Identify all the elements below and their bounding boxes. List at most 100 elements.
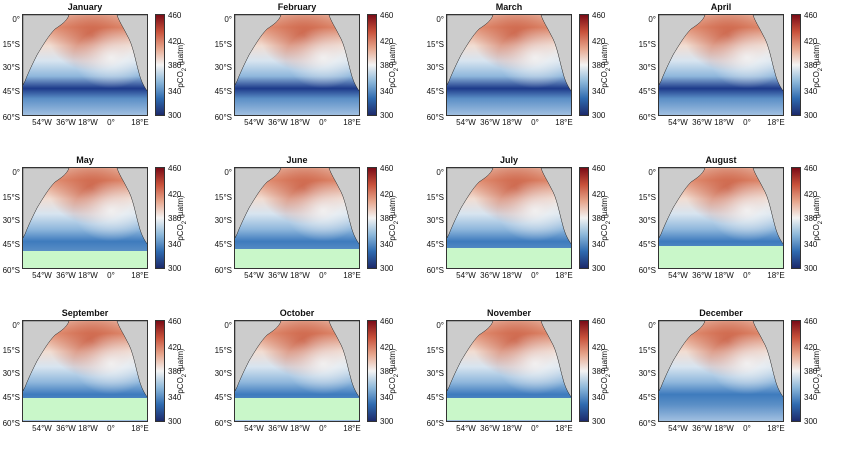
lon-tick-label: 36°W: [480, 118, 500, 127]
pco2-map: [22, 14, 148, 116]
colorbar-tick-label: 380: [804, 214, 818, 223]
month-panel-january: January 0° 15°S 30°S 45°S 60°S: [0, 2, 210, 148]
africa-land: [328, 15, 359, 92]
lon-tick-label: 54°W: [668, 424, 688, 433]
pco2-map: [658, 167, 784, 269]
colorbar: [367, 320, 377, 422]
panel-title: December: [699, 308, 743, 318]
lon-tick-label: 0°: [107, 424, 115, 433]
lon-tick-label: 54°W: [244, 118, 264, 127]
lat-tick-label: 45°S: [2, 240, 20, 249]
lat-tick-label: 60°S: [214, 266, 232, 275]
lon-tick-label: 54°W: [668, 271, 688, 280]
colorbar-tick-label: 340: [592, 87, 606, 96]
lon-tick-label: 0°: [107, 271, 115, 280]
colorbar-tick-label: 300: [804, 417, 818, 426]
africa-land: [328, 168, 359, 245]
lon-tick-label: 54°W: [244, 271, 264, 280]
lon-tick-label: 0°: [743, 118, 751, 127]
lon-tick-label: 36°W: [56, 424, 76, 433]
colorbar: [791, 167, 801, 269]
africa-land: [752, 15, 783, 92]
lon-tick-label: 54°W: [32, 118, 52, 127]
colorbar: [791, 320, 801, 422]
colorbar-label: pCO2 (µatm): [812, 348, 824, 394]
colorbar: [367, 167, 377, 269]
colorbar-tick-label: 420: [168, 343, 182, 352]
pco2-map: [658, 14, 784, 116]
lon-tick-label: 18°E: [343, 271, 361, 280]
colorbar-tick-label: 460: [380, 11, 394, 20]
colorbar-tick-label: 300: [804, 264, 818, 273]
map-canvas: [235, 168, 359, 268]
lon-tick-label: 54°W: [668, 118, 688, 127]
colorbar-tick-label: 380: [592, 214, 606, 223]
lat-tick-label: 15°S: [638, 40, 656, 49]
map-canvas: [447, 15, 571, 115]
colorbar-tick-label: 300: [168, 264, 182, 273]
lat-tick-label: 15°S: [2, 346, 20, 355]
colorbar-label: pCO2 (µatm): [176, 195, 188, 241]
lat-tick-label: 60°S: [2, 113, 20, 122]
map-canvas: [235, 15, 359, 115]
lat-tick-label: 0°: [436, 168, 444, 177]
month-panel-june: June 0° 15°S 30°S 45°S 60°S: [212, 155, 422, 301]
lat-tick-label: 15°S: [638, 346, 656, 355]
colorbar-label: pCO2 (µatm): [600, 42, 612, 88]
ice-band: [23, 251, 147, 268]
lon-tick-label: 36°W: [692, 424, 712, 433]
panel-title: May: [76, 155, 94, 165]
colorbar-tick-label: 340: [168, 240, 182, 249]
lon-tick-label: 18°E: [131, 271, 149, 280]
month-panel-february: February 0° 15°S 30°S 45°S 60°S: [212, 2, 422, 148]
colorbar-label: pCO2 (µatm): [600, 348, 612, 394]
africa-land: [116, 321, 147, 398]
pco2-map: [446, 14, 572, 116]
figure-grid: January 0° 15°S 30°S 45°S 60°S: [0, 2, 824, 433]
colorbar: [155, 320, 165, 422]
colorbar-tick-label: 340: [592, 240, 606, 249]
south-america-land: [447, 168, 494, 239]
lon-tick-label: 18°E: [555, 271, 573, 280]
map-canvas: [23, 321, 147, 421]
lat-tick-label: 60°S: [638, 113, 656, 122]
lon-tick-label: 36°W: [268, 118, 288, 127]
colorbar-tick-label: 380: [592, 61, 606, 70]
lon-tick-label: 18°W: [714, 271, 734, 280]
pco2-map: [22, 320, 148, 422]
colorbar-tick-label: 340: [804, 240, 818, 249]
south-america-land: [23, 168, 70, 239]
pco2-map: [234, 14, 360, 116]
month-panel-november: November 0° 15°S 30°S 45°S 60°S: [424, 308, 634, 454]
lon-tick-label: 0°: [743, 271, 751, 280]
lon-tick-label: 54°W: [456, 424, 476, 433]
lat-tick-label: 15°S: [426, 346, 444, 355]
panel-title: July: [499, 155, 518, 165]
pco2-map: [22, 167, 148, 269]
colorbar-tick-label: 340: [168, 87, 182, 96]
colorbar-tick-label: 300: [168, 111, 182, 120]
map-canvas: [23, 168, 147, 268]
lon-tick-label: 18°E: [343, 118, 361, 127]
lon-tick-label: 0°: [107, 118, 115, 127]
colorbar-tick-label: 420: [168, 37, 182, 46]
lon-tick-label: 18°E: [131, 118, 149, 127]
lat-tick-label: 15°S: [426, 40, 444, 49]
lon-tick-label: 18°W: [290, 118, 310, 127]
lon-tick-label: 0°: [319, 424, 327, 433]
lat-tick-label: 45°S: [638, 240, 656, 249]
colorbar: [155, 14, 165, 116]
lat-tick-label: 0°: [436, 15, 444, 24]
colorbar-tick-label: 300: [592, 417, 606, 426]
lon-tick-label: 18°W: [502, 271, 522, 280]
lon-tick-label: 54°W: [456, 118, 476, 127]
colorbar-tick-label: 420: [592, 37, 606, 46]
lon-tick-label: 18°W: [502, 424, 522, 433]
colorbar-label: pCO2 (µatm): [600, 195, 612, 241]
colorbar: [155, 167, 165, 269]
lon-tick-label: 18°W: [714, 424, 734, 433]
lat-tick-label: 0°: [12, 321, 20, 330]
colorbar-tick-label: 420: [592, 190, 606, 199]
colorbar-label: pCO2 (µatm): [176, 348, 188, 394]
lon-tick-label: 0°: [319, 118, 327, 127]
